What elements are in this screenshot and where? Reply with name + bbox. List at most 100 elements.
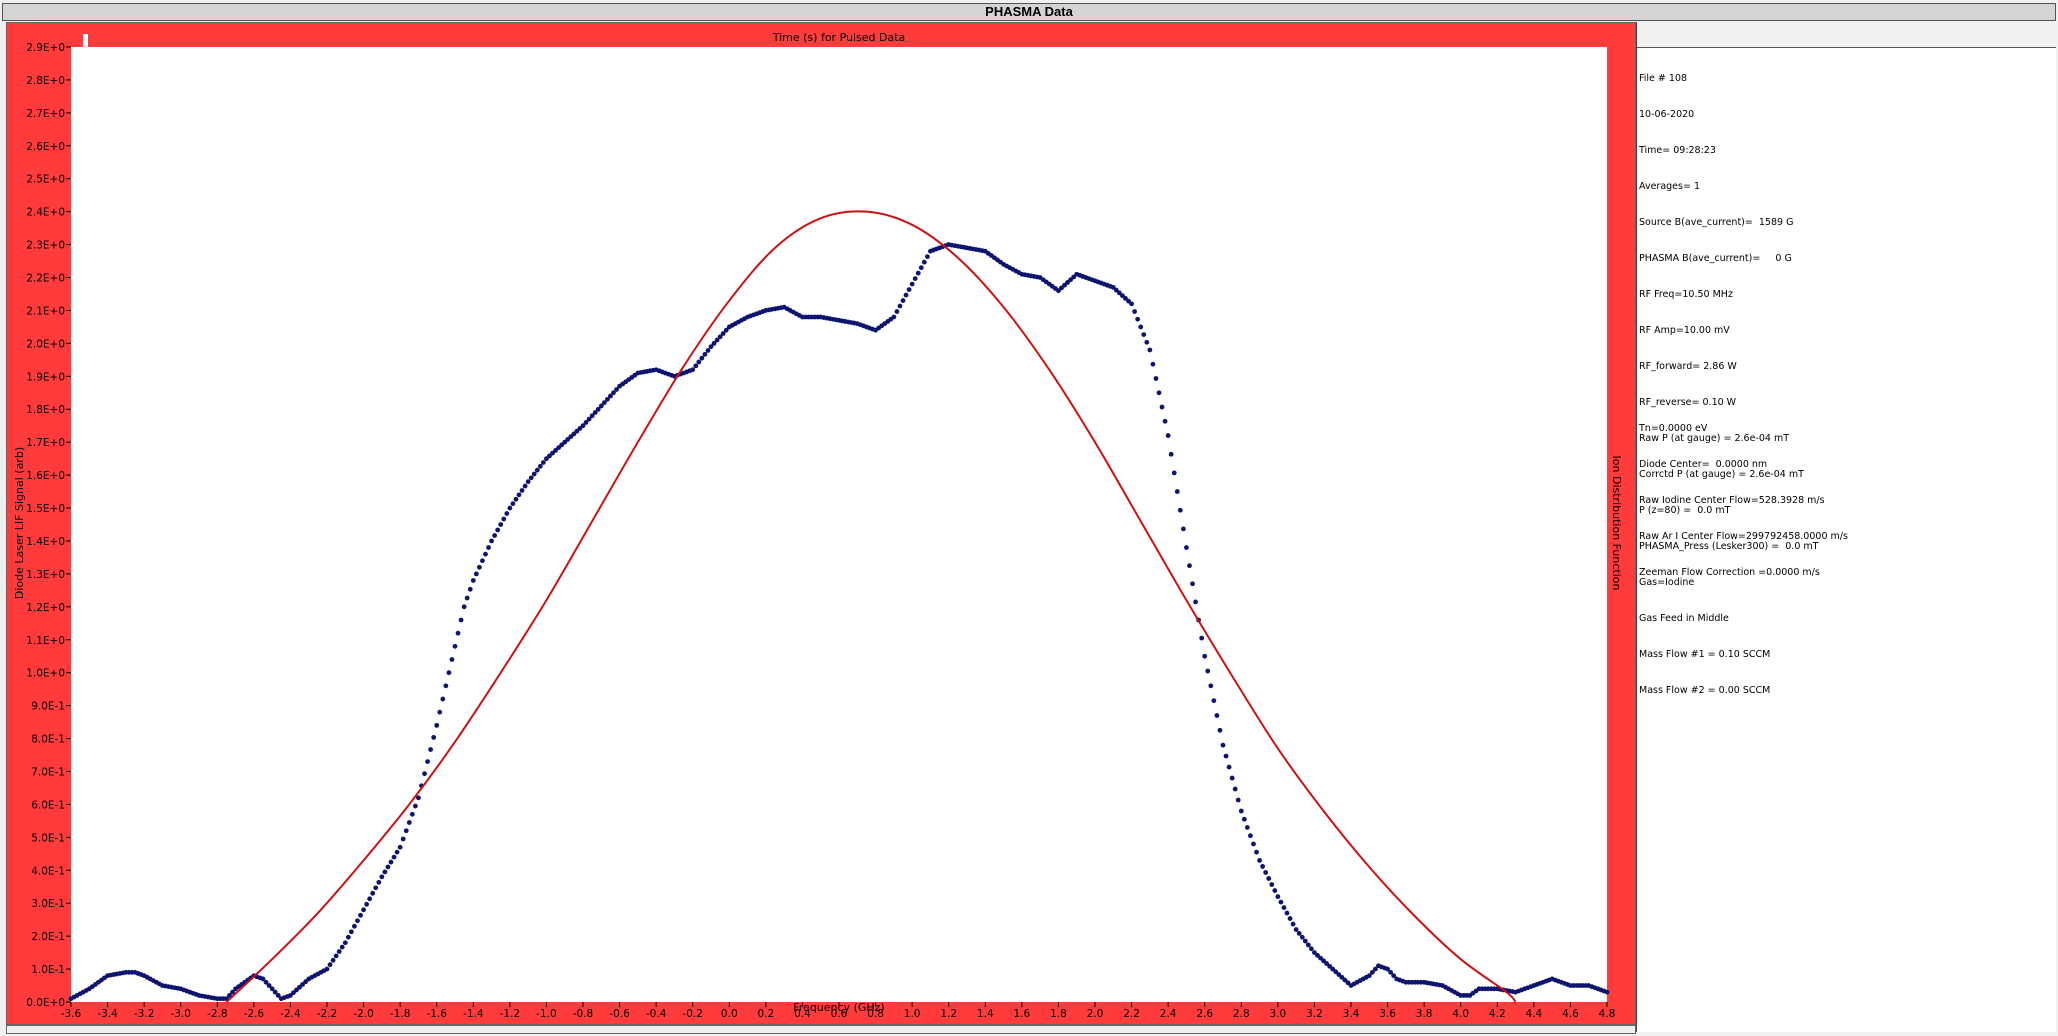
data-point bbox=[522, 483, 528, 489]
data-point bbox=[400, 836, 406, 842]
data-point bbox=[1238, 808, 1244, 814]
data-point bbox=[1260, 864, 1266, 869]
data-point bbox=[227, 993, 232, 998]
data-point bbox=[339, 944, 345, 950]
x-tick-label: -3.0 bbox=[170, 1008, 191, 1020]
data-point bbox=[568, 434, 574, 440]
right-axis-title: Ion Distribution Function bbox=[1610, 456, 1623, 591]
data-point bbox=[333, 953, 339, 959]
data-point bbox=[565, 437, 571, 442]
data-point bbox=[534, 467, 540, 473]
data-point bbox=[364, 901, 370, 907]
data-point bbox=[330, 957, 336, 963]
data-point bbox=[1296, 930, 1302, 936]
data-point bbox=[275, 993, 281, 998]
data-point bbox=[1388, 969, 1394, 975]
cursor-marker[interactable] bbox=[83, 34, 88, 47]
data-point bbox=[580, 423, 586, 429]
data-point bbox=[260, 976, 266, 982]
data-point bbox=[455, 630, 461, 636]
x-tick-label: -1.0 bbox=[536, 1008, 557, 1020]
data-point bbox=[1324, 961, 1330, 966]
x-tick-label: -0.8 bbox=[573, 1008, 594, 1020]
data-point bbox=[1241, 816, 1247, 822]
data-point bbox=[376, 879, 382, 885]
data-point bbox=[1193, 599, 1198, 605]
x-tick-label: 3.4 bbox=[1343, 1008, 1360, 1020]
y-tick-label: 2.3E+0 bbox=[26, 240, 65, 252]
data-point bbox=[528, 475, 534, 481]
data-point bbox=[1056, 288, 1061, 294]
data-point bbox=[373, 885, 379, 891]
data-point bbox=[452, 643, 458, 649]
y-tick-label: 1.6E+0 bbox=[26, 470, 65, 482]
info-line-mass-flow-1: Mass Flow #1 = 0.10 SCCM bbox=[1639, 649, 1771, 660]
data-point bbox=[903, 292, 909, 298]
series-layer bbox=[68, 210, 1610, 1003]
y-tick-label: 1.4E+0 bbox=[26, 536, 65, 548]
window-title: PHASMA Data bbox=[2, 3, 2056, 21]
data-point bbox=[422, 771, 427, 777]
data-point bbox=[1372, 966, 1378, 972]
x-tick-label: 1.8 bbox=[1050, 1008, 1067, 1020]
data-point bbox=[367, 896, 373, 902]
data-point bbox=[1290, 921, 1296, 927]
data-point bbox=[1132, 309, 1138, 314]
data-point bbox=[416, 795, 421, 801]
x-tick-label: 3.8 bbox=[1416, 1008, 1433, 1020]
data-point bbox=[425, 759, 430, 765]
data-point bbox=[272, 989, 278, 995]
x-tick-label: -0.6 bbox=[609, 1008, 630, 1020]
data-point bbox=[486, 545, 491, 550]
data-point bbox=[574, 428, 580, 434]
x-tick-label: -1.2 bbox=[500, 1008, 521, 1020]
data-point bbox=[348, 929, 354, 935]
data-point bbox=[583, 420, 589, 425]
data-point bbox=[924, 254, 930, 260]
y-tick-label: 2.1E+0 bbox=[26, 305, 65, 317]
y-tick-label: 1.7E+0 bbox=[26, 437, 65, 449]
data-point bbox=[1366, 973, 1372, 979]
data-point bbox=[1190, 581, 1195, 587]
data-point bbox=[1171, 470, 1177, 476]
data-point bbox=[1129, 301, 1134, 307]
data-point bbox=[449, 657, 455, 662]
data-point bbox=[525, 479, 531, 485]
x-tick-label: 2.2 bbox=[1123, 1008, 1140, 1020]
info-line-file: File # 108 bbox=[1639, 73, 1688, 84]
data-point bbox=[467, 586, 473, 592]
info-line-gas: Gas=Iodine bbox=[1639, 577, 1695, 588]
data-point bbox=[891, 314, 897, 320]
data-point bbox=[406, 820, 412, 825]
data-point bbox=[1302, 938, 1308, 944]
x-axis: -3.6 -3.4 -3.2 -3.0 -2.8 -2.6 -2.4 -2.2 -2.0 -1.8… bbox=[61, 1002, 1615, 1020]
y-tick-label: 0.0E+0 bbox=[26, 997, 65, 1009]
info-line-mass-flow-2: Mass Flow #2 = 0.00 SCCM bbox=[1639, 685, 1771, 696]
x-tick-label: 0.6 bbox=[831, 1008, 848, 1020]
x-tick-label: 2.4 bbox=[1160, 1008, 1177, 1020]
x-tick-label: 1.6 bbox=[1014, 1008, 1031, 1020]
data-point bbox=[601, 400, 607, 406]
data-point bbox=[1068, 277, 1074, 283]
data-point bbox=[592, 410, 598, 415]
plot-panel: Time (s) for Pulsed Data 0.0E+0 1.0E-1 2.0… bbox=[6, 22, 1636, 1025]
info-line-rf-amp: RF Amp=10.00 mV bbox=[1639, 325, 1730, 336]
info-line-rf-forward: RF_forward= 2.86 W bbox=[1639, 361, 1737, 372]
data-point bbox=[1110, 284, 1116, 290]
data-point bbox=[1177, 507, 1183, 513]
info-line-ar-flow: Raw Ar I Center Flow=299792458.0000 m/s bbox=[1639, 531, 1848, 542]
data-point bbox=[1391, 973, 1397, 979]
data-point bbox=[918, 265, 924, 271]
data-point bbox=[540, 460, 546, 465]
data-point bbox=[1248, 833, 1253, 839]
y-tick-label: 9.0E-1 bbox=[31, 701, 65, 713]
data-point bbox=[562, 439, 568, 445]
data-point bbox=[513, 496, 519, 502]
x-tick-label: 4.2 bbox=[1489, 1008, 1506, 1020]
y-tick-label: 3.0E-1 bbox=[31, 898, 65, 910]
data-point bbox=[921, 259, 927, 265]
data-point bbox=[1257, 857, 1262, 863]
data-point bbox=[614, 387, 619, 392]
data-point bbox=[598, 403, 604, 409]
data-point bbox=[300, 982, 306, 987]
